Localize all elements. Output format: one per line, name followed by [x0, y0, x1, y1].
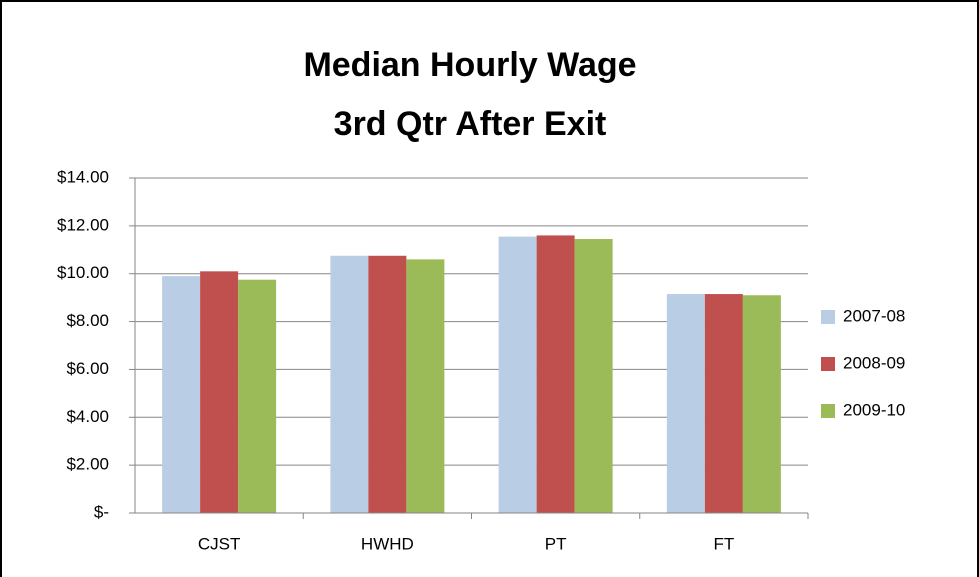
- bar: [330, 255, 369, 513]
- bar: [368, 255, 407, 513]
- chart-title: Median Hourly Wage: [303, 46, 636, 84]
- legend-swatch: [821, 404, 835, 418]
- bar: [666, 294, 705, 513]
- bar: [742, 295, 781, 513]
- x-tick-label: HWHD: [361, 534, 414, 553]
- chart-title: 3rd Qtr After Exit: [334, 105, 607, 143]
- x-tick-label: CJST: [198, 534, 241, 553]
- legend-label: 2009-10: [843, 400, 905, 419]
- legend-swatch: [821, 310, 835, 324]
- y-tick-label: $10.00: [57, 263, 109, 282]
- bar: [574, 239, 613, 513]
- legend-label: 2007-08: [843, 306, 905, 325]
- bar: [498, 236, 537, 513]
- legend-label: 2008-09: [843, 353, 905, 372]
- y-tick-label: $6.00: [66, 359, 109, 378]
- legend-swatch: [821, 357, 835, 371]
- y-tick-label: $-: [94, 502, 109, 521]
- y-tick-label: $4.00: [66, 407, 109, 426]
- bar: [406, 259, 445, 513]
- bar: [704, 294, 743, 513]
- bar: [536, 235, 575, 513]
- y-tick-label: $14.00: [57, 167, 109, 186]
- y-tick-label: $8.00: [66, 311, 109, 330]
- x-tick-label: FT: [713, 534, 734, 553]
- bar: [200, 271, 239, 513]
- bar: [238, 279, 277, 513]
- bar: [162, 276, 201, 513]
- x-tick-label: PT: [545, 534, 567, 553]
- y-tick-label: $2.00: [66, 455, 109, 474]
- y-tick-label: $12.00: [57, 215, 109, 234]
